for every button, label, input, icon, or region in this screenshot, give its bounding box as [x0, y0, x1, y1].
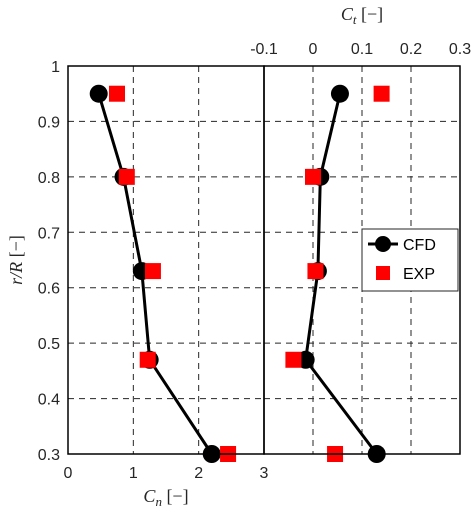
- left-x-axis-label: Cn [−]: [143, 486, 188, 509]
- left-y-tick-label: 0.8: [38, 170, 60, 187]
- right-exp-point: [373, 85, 390, 102]
- left-x-tick-label: 2: [194, 465, 203, 482]
- right-exp-point: [307, 263, 324, 280]
- left-exp-point: [118, 168, 135, 185]
- left-exp-point: [109, 85, 125, 102]
- right-x-tick-label: 0.1: [351, 41, 373, 58]
- left-y-tick-label: 0.3: [38, 447, 60, 464]
- left-x-tick-labels: 0 1 2 3: [64, 465, 269, 482]
- legend-cfd-label: CFD: [403, 237, 436, 254]
- legend-exp-label: EXP: [403, 266, 435, 283]
- right-grid: [264, 66, 460, 454]
- left-exp-point: [144, 263, 161, 280]
- left-panel: 0 1 2 3 0.3 0.4 0.5 0.6 0.7 0.8 0.9 1 Cn [−] r/R […: [6, 59, 269, 509]
- right-cfd-point: [330, 84, 349, 103]
- right-x-tick-label: 0.3: [449, 41, 471, 58]
- left-x-tick-label: 0: [64, 465, 73, 482]
- left-y-tick-label: 0.6: [38, 281, 60, 298]
- left-axes-box: [67, 65, 265, 455]
- right-exp-point: [305, 168, 321, 185]
- right-x-tick-label: -0.1: [250, 41, 278, 58]
- right-x-tick-label: 0: [309, 41, 318, 58]
- legend: CFD EXP: [361, 228, 459, 292]
- y-axis-label: r/R [−]: [6, 235, 26, 285]
- left-y-tick-label: 0.5: [38, 336, 60, 353]
- left-series: [89, 84, 237, 463]
- left-y-tick-label: 0.4: [38, 392, 60, 409]
- right-axes-box: [263, 65, 461, 455]
- left-y-tick-label: 0.7: [38, 225, 60, 242]
- left-grid: [68, 66, 264, 454]
- right-exp-point: [285, 351, 302, 368]
- right-x-axis-label: Ct [−]: [341, 4, 383, 27]
- legend-cfd-marker: [375, 236, 391, 252]
- right-panel: -0.1 0 0.1 0.2 0.3 Ct [−] CFD EXP: [250, 4, 471, 463]
- left-x-tick-label: 1: [129, 465, 138, 482]
- left-y-tick-label: 0.9: [38, 114, 60, 131]
- left-x-tick-label: 3: [260, 465, 269, 482]
- legend-exp-marker: [376, 266, 390, 280]
- left-y-tick-label: 1: [51, 59, 60, 76]
- right-series: [285, 84, 390, 463]
- right-x-tick-label: 0.2: [400, 41, 422, 58]
- left-exp-point: [139, 351, 156, 368]
- left-y-tick-labels: 0.3 0.4 0.5 0.6 0.7 0.8 0.9 1: [38, 59, 60, 464]
- right-x-tick-labels: -0.1 0 0.1 0.2 0.3: [250, 41, 471, 58]
- left-cfd-point: [89, 84, 108, 103]
